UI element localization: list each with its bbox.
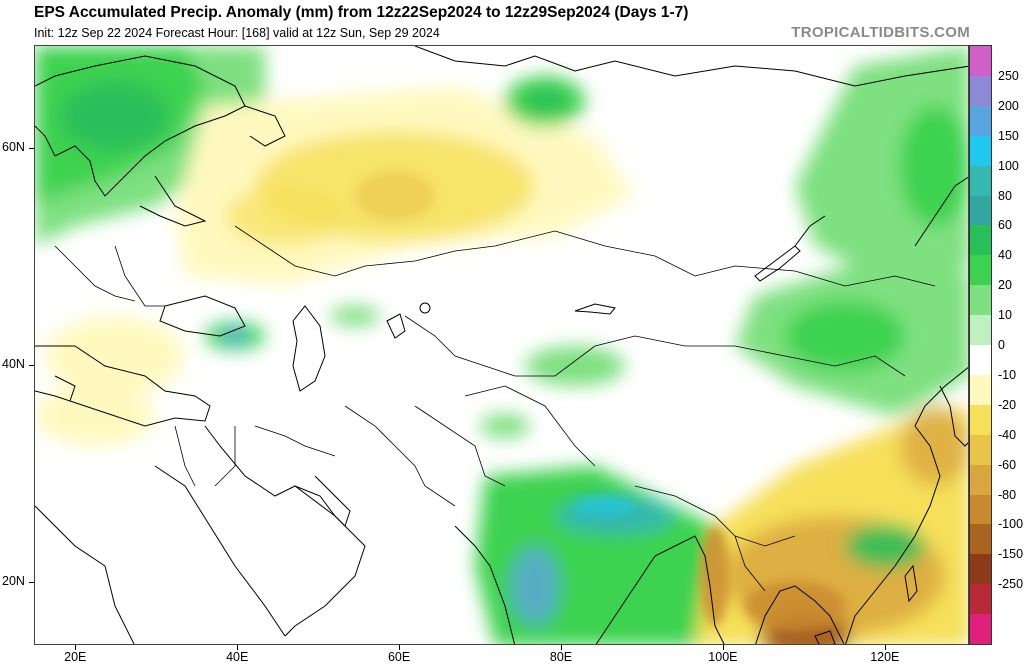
colorbar-segment — [970, 524, 991, 555]
lon-label: 80E — [549, 650, 573, 664]
colorbar-label: 200 — [998, 98, 1019, 113]
colorbar-label: 60 — [998, 218, 1012, 233]
map-subtitle: Init: 12z Sep 22 2024 Forecast Hour: [16… — [34, 26, 440, 40]
colorbar-segment — [970, 494, 991, 525]
colorbar-label: 250 — [998, 68, 1019, 83]
lat-tick — [29, 582, 34, 584]
colorbar-label: -60 — [998, 457, 1017, 472]
colorbar-label: -20 — [998, 397, 1017, 412]
lon-tick — [399, 645, 401, 650]
colorbar-segment — [970, 345, 991, 376]
colorbar-label: 100 — [998, 158, 1019, 173]
colorbar-segment — [970, 374, 991, 406]
colorbar-label: 80 — [998, 188, 1012, 203]
colorbar-segment — [970, 404, 991, 436]
colorbar-segment — [970, 135, 991, 167]
lat-tick — [29, 365, 34, 367]
colorbar-label: -80 — [998, 487, 1017, 502]
colorbar-label: -250 — [998, 577, 1024, 592]
lat-label: 20N — [2, 574, 25, 589]
colorbar-segment — [970, 165, 991, 196]
lon-label: 100E — [708, 650, 738, 664]
colorbar-label: -10 — [998, 367, 1017, 382]
colorbar-segment — [970, 434, 991, 466]
lat-label: 40N — [2, 357, 25, 372]
precip-anomaly-map — [34, 45, 969, 645]
colorbar-segment — [970, 315, 991, 346]
lon-label: 40E — [226, 650, 249, 664]
colorbar-segment — [970, 285, 991, 316]
colorbar-label: -100 — [998, 517, 1024, 532]
colorbar-segment — [970, 105, 991, 137]
lon-label: 120E — [870, 650, 900, 664]
colorbar-segment — [970, 75, 991, 107]
colorbar-label: -40 — [998, 427, 1017, 442]
colorbar — [969, 45, 992, 645]
colorbar-label: -150 — [998, 547, 1024, 562]
colorbar-label: 20 — [998, 278, 1012, 293]
lon-label: 20E — [64, 650, 87, 664]
map-title: EPS Accumulated Precip. Anomaly (mm) fro… — [34, 4, 689, 21]
colorbar-label: 10 — [998, 308, 1012, 323]
colorbar-segment — [970, 584, 991, 615]
lon-tick — [237, 645, 239, 650]
lon-label: 60E — [387, 650, 411, 664]
colorbar-label: 0 — [998, 338, 1005, 352]
colorbar-segment — [970, 464, 991, 495]
coastlines — [35, 46, 968, 644]
map-canvas — [35, 46, 968, 644]
lon-tick — [722, 645, 724, 650]
country-borders — [54, 225, 936, 592]
lon-tick — [561, 645, 562, 650]
site-watermark: TROPICALTIDBITS.COM — [791, 24, 970, 41]
anomaly-field — [35, 46, 968, 644]
lon-tick — [884, 645, 886, 650]
colorbar-label: 40 — [998, 248, 1012, 263]
colorbar-segment — [970, 554, 991, 585]
colorbar-segment — [970, 225, 991, 256]
lat-label: 60N — [2, 140, 25, 155]
lon-tick — [75, 645, 77, 650]
colorbar-segment — [970, 195, 991, 226]
colorbar-segment — [970, 46, 991, 77]
lat-tick — [29, 148, 34, 150]
colorbar-label: 150 — [998, 128, 1019, 143]
colorbar-segment — [970, 255, 991, 286]
colorbar-segment — [970, 614, 991, 645]
